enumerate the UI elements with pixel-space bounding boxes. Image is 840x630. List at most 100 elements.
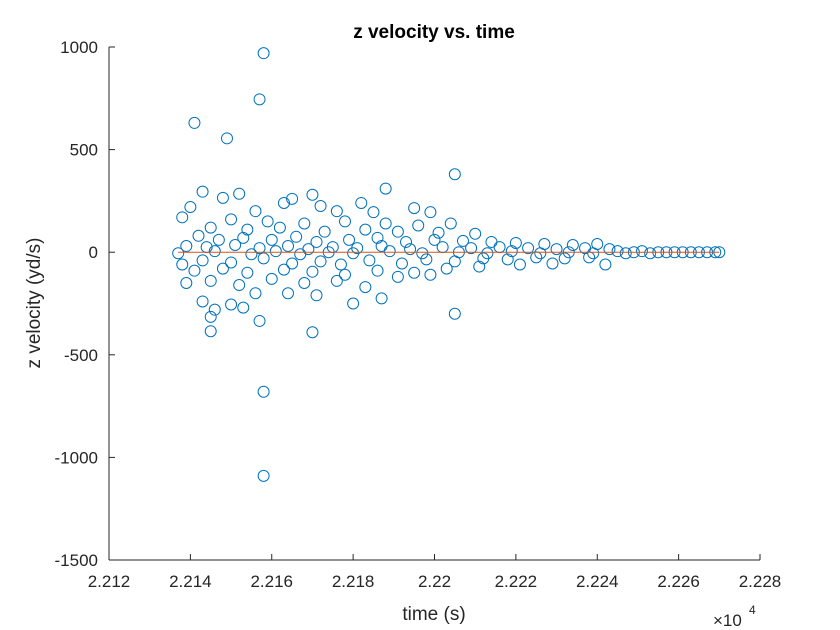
- data-point: [265, 272, 278, 285]
- data-point: [196, 185, 209, 198]
- data-point: [636, 245, 649, 258]
- data-point: [412, 219, 425, 232]
- data-point: [310, 235, 323, 248]
- data-point: [448, 168, 461, 181]
- data-point: [212, 233, 225, 246]
- data-point: [522, 242, 535, 255]
- data-point: [465, 242, 478, 255]
- data-point: [176, 258, 189, 271]
- data-point: [265, 233, 278, 246]
- data-point: [343, 233, 356, 246]
- data-point: [330, 205, 343, 218]
- data-point: [253, 93, 266, 106]
- data-point: [473, 260, 486, 273]
- y-tick-label: -500: [64, 346, 98, 365]
- data-point: [282, 287, 295, 300]
- data-point: [277, 263, 290, 276]
- data-point: [314, 200, 327, 213]
- data-point: [359, 281, 372, 294]
- data-point: [371, 231, 384, 244]
- x-tick-label: 2.228: [739, 572, 782, 591]
- data-point: [249, 287, 262, 300]
- data-point: [416, 247, 429, 260]
- chart-title: z velocity vs. time: [353, 22, 515, 43]
- data-point: [383, 245, 396, 258]
- data-point: [220, 132, 233, 145]
- data-point: [192, 229, 205, 242]
- y-tick-label: -1000: [55, 448, 98, 467]
- data-point: [188, 116, 201, 129]
- data-point: [225, 256, 238, 269]
- data-point: [558, 252, 571, 265]
- data-point: [644, 247, 657, 260]
- data-point: [176, 211, 189, 224]
- data-point: [298, 217, 311, 230]
- data-point: [420, 253, 433, 266]
- data-point: [355, 196, 368, 209]
- x-exponent-power: 4: [749, 603, 756, 617]
- data-point: [233, 279, 246, 292]
- x-exponent-multiplier: ×10: [713, 611, 742, 630]
- x-tick-label: 2.222: [495, 572, 538, 591]
- data-point: [290, 230, 303, 243]
- x-tick-label: 2.216: [250, 572, 293, 591]
- data-point: [330, 274, 343, 287]
- data-point: [229, 239, 242, 252]
- x-tick-label: 2.214: [169, 572, 212, 591]
- data-point: [347, 297, 360, 310]
- data-point: [408, 202, 421, 215]
- data-point: [448, 307, 461, 320]
- data-point: [424, 206, 437, 219]
- data-point: [237, 231, 250, 244]
- data-point: [456, 234, 469, 247]
- data-point: [334, 258, 347, 271]
- data-point: [225, 213, 238, 226]
- data-point: [196, 295, 209, 308]
- data-point: [391, 270, 404, 283]
- data-point: [269, 245, 282, 258]
- data-point: [241, 266, 254, 279]
- data-point: [477, 252, 490, 265]
- data-point: [432, 226, 445, 239]
- data-point: [216, 191, 229, 204]
- data-point: [253, 242, 266, 255]
- data-point: [261, 215, 274, 228]
- data-point: [286, 257, 299, 270]
- data-point: [180, 276, 193, 289]
- data-point: [587, 247, 600, 260]
- x-tick-label: 2.226: [657, 572, 700, 591]
- data-point: [363, 254, 376, 267]
- data-point: [391, 225, 404, 238]
- x-tick-label: 2.22: [418, 572, 451, 591]
- data-point: [408, 266, 421, 279]
- data-point: [286, 192, 299, 205]
- data-point: [273, 221, 286, 234]
- data-point: [306, 188, 319, 201]
- data-point: [306, 326, 319, 339]
- data-point: [395, 257, 408, 270]
- data-point: [225, 298, 238, 311]
- data-point: [188, 264, 201, 277]
- data-point: [257, 385, 270, 398]
- data-point: [505, 245, 518, 258]
- y-tick-label: 1000: [60, 38, 98, 57]
- data-point: [310, 289, 323, 302]
- data-point: [257, 47, 270, 60]
- data-point: [599, 258, 612, 271]
- x-tick-label: 2.224: [576, 572, 619, 591]
- data-point: [338, 215, 351, 228]
- data-point: [534, 247, 547, 260]
- data-point: [233, 187, 246, 200]
- data-point: [509, 236, 522, 249]
- data-point: [208, 303, 221, 316]
- data-point: [566, 239, 579, 252]
- data-point: [375, 292, 388, 305]
- data-point: [257, 469, 270, 482]
- data-point: [245, 248, 258, 261]
- data-point: [277, 196, 290, 209]
- data-point: [359, 223, 372, 236]
- data-point: [404, 243, 417, 256]
- data-point: [314, 255, 327, 268]
- data-point: [306, 265, 319, 278]
